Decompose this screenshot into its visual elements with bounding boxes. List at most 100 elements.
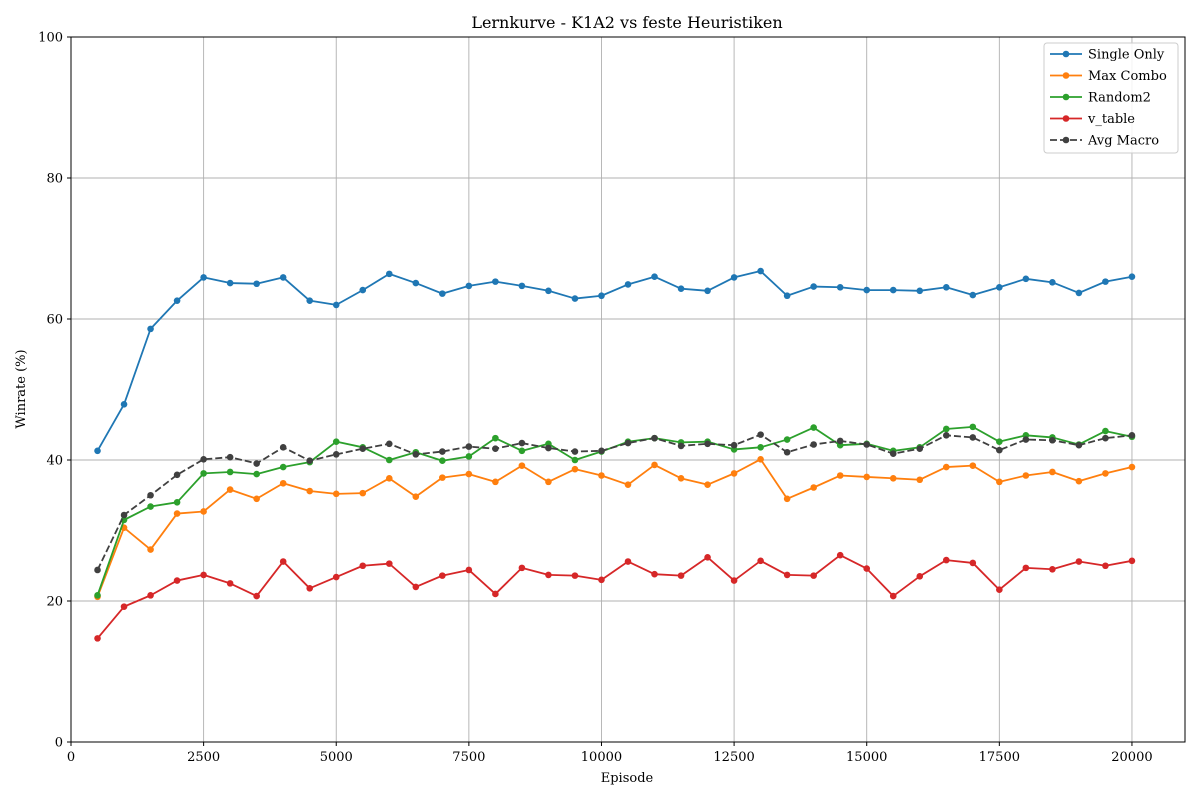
data-point-max-combo — [200, 508, 207, 515]
data-point-random2 — [147, 503, 154, 510]
data-point-avg-macro — [571, 448, 579, 455]
data-point-avg-macro — [147, 491, 154, 499]
data-point-max-combo — [571, 465, 579, 473]
data-point-single-only — [1075, 289, 1083, 297]
legend-label: Max Combo — [1088, 69, 1167, 84]
data-point-v-table — [571, 572, 579, 579]
data-point-max-combo — [1075, 477, 1083, 485]
series-v-table — [94, 551, 1136, 642]
legend-item-v-table: v_table — [1050, 112, 1135, 127]
data-point-avg-macro — [1102, 434, 1109, 442]
data-point-max-combo — [545, 478, 552, 486]
data-point-max-combo — [439, 474, 446, 481]
data-point-random2 — [465, 453, 473, 460]
data-point-avg-macro — [253, 460, 260, 467]
data-point-max-combo — [279, 479, 287, 487]
x-tick-label: 15000 — [846, 750, 887, 765]
data-point-v-table — [359, 562, 367, 570]
data-point-avg-macro — [173, 471, 181, 479]
y-tick-label: 100 — [38, 31, 63, 46]
data-point-random2 — [439, 457, 446, 465]
legend-swatch-marker — [1062, 136, 1070, 144]
data-point-single-only — [226, 279, 234, 287]
data-point-random2 — [996, 438, 1003, 445]
data-point-single-only — [545, 287, 552, 295]
chart-title: Lernkurve - K1A2 vs feste Heuristiken — [471, 13, 782, 32]
data-point-avg-macro — [120, 511, 128, 519]
data-point-single-only — [279, 274, 287, 281]
data-point-random2 — [173, 499, 181, 506]
data-point-single-only — [253, 280, 260, 288]
data-point-single-only — [996, 283, 1003, 291]
data-point-single-only — [916, 287, 924, 295]
legend-label: Single Only — [1088, 48, 1165, 63]
data-point-avg-macro — [306, 457, 314, 465]
data-point-v-table — [863, 565, 871, 572]
data-point-single-only — [783, 292, 791, 300]
y-tick-label: 20 — [46, 595, 63, 610]
legend-label: v_table — [1087, 112, 1135, 127]
series-lines — [94, 267, 1136, 642]
legend-swatch-marker — [1062, 93, 1070, 101]
data-point-random2 — [120, 516, 128, 524]
data-point-v-table — [1075, 558, 1083, 565]
data-point-avg-macro — [518, 439, 526, 447]
data-point-v-table — [173, 577, 181, 584]
y-axis-label: Winrate (%) — [14, 349, 29, 428]
data-point-max-combo — [704, 481, 711, 488]
data-point-avg-macro — [94, 566, 101, 574]
data-point-avg-macro — [465, 443, 473, 450]
data-point-max-combo — [147, 546, 154, 553]
data-point-avg-macro — [385, 440, 393, 448]
data-point-max-combo — [1049, 468, 1056, 476]
data-point-single-only — [969, 291, 977, 299]
data-point-v-table — [1049, 565, 1056, 573]
data-point-single-only — [1102, 278, 1109, 285]
data-point-avg-macro — [279, 444, 287, 451]
data-point-v-table — [1102, 562, 1109, 570]
series-line-single-only — [96, 270, 1133, 452]
data-point-max-combo — [810, 484, 817, 491]
data-point-v-table — [306, 585, 314, 592]
data-point-max-combo — [651, 461, 658, 469]
data-point-v-table — [996, 586, 1003, 594]
data-point-random2 — [810, 424, 817, 431]
x-tick-label: 5000 — [320, 750, 353, 765]
data-point-avg-macro — [996, 446, 1003, 454]
data-point-random2 — [783, 436, 791, 443]
data-point-single-only — [889, 286, 897, 294]
data-point-single-only — [173, 297, 181, 304]
data-point-avg-macro — [704, 440, 711, 448]
x-tick-label: 2500 — [187, 750, 220, 765]
series-line-v-table — [96, 554, 1133, 639]
data-point-random2 — [253, 470, 260, 478]
series-single-only — [94, 267, 1136, 455]
data-point-v-table — [704, 553, 711, 561]
data-point-max-combo — [598, 472, 605, 479]
series-avg-macro — [94, 431, 1136, 574]
data-point-max-combo — [863, 473, 871, 481]
data-point-v-table — [916, 573, 924, 580]
data-point-single-only — [94, 447, 101, 455]
data-point-max-combo — [492, 478, 499, 486]
data-point-avg-macro — [969, 434, 977, 441]
data-point-v-table — [783, 571, 791, 579]
data-point-avg-macro — [332, 451, 340, 458]
data-point-v-table — [545, 571, 552, 579]
data-point-avg-macro — [863, 441, 871, 448]
data-point-v-table — [810, 572, 817, 579]
data-point-avg-macro — [1022, 436, 1030, 443]
data-point-single-only — [147, 325, 154, 333]
data-point-random2 — [226, 468, 234, 476]
series-line-max-combo — [96, 458, 1133, 598]
legend-swatch-marker — [1062, 115, 1070, 122]
data-point-avg-macro — [1075, 441, 1083, 449]
data-point-avg-macro — [783, 448, 791, 456]
legend-swatch-marker — [1062, 50, 1070, 58]
data-point-avg-macro — [598, 447, 605, 455]
data-point-max-combo — [889, 475, 897, 482]
data-point-v-table — [465, 566, 473, 574]
x-tick-label: 7500 — [452, 750, 485, 765]
data-point-max-combo — [677, 475, 685, 482]
data-point-single-only — [810, 283, 817, 290]
